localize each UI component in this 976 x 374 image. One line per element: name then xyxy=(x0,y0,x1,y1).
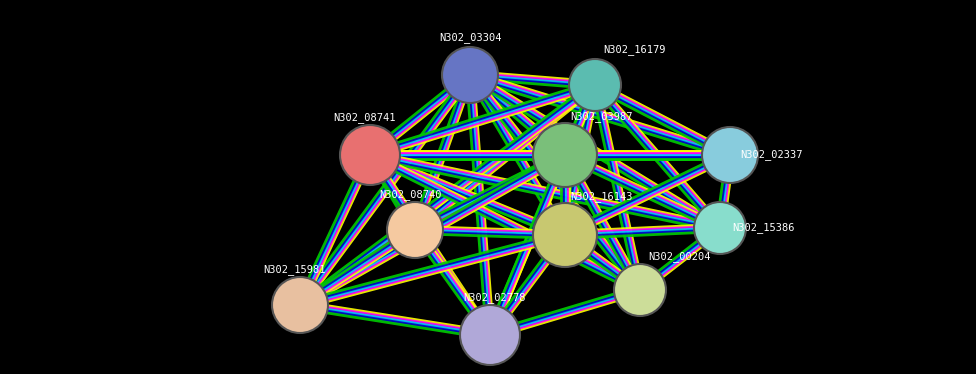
Text: N302_15981: N302_15981 xyxy=(264,264,326,275)
Circle shape xyxy=(442,47,498,103)
Text: N302_08741: N302_08741 xyxy=(334,112,396,123)
Text: N302_03304: N302_03304 xyxy=(439,32,502,43)
Text: N302_00204: N302_00204 xyxy=(648,251,711,262)
Text: N302_02778: N302_02778 xyxy=(464,292,526,303)
Text: N302_02337: N302_02337 xyxy=(740,150,802,160)
Circle shape xyxy=(340,125,400,185)
Circle shape xyxy=(387,202,443,258)
Text: N302_08740: N302_08740 xyxy=(379,189,441,200)
Text: N302_15386: N302_15386 xyxy=(732,223,794,233)
Circle shape xyxy=(702,127,758,183)
Circle shape xyxy=(533,203,597,267)
Text: N302_16143: N302_16143 xyxy=(570,191,632,202)
Text: N302_03987: N302_03987 xyxy=(570,111,632,122)
Circle shape xyxy=(533,123,597,187)
Circle shape xyxy=(460,305,520,365)
Circle shape xyxy=(272,277,328,333)
Text: N302_16179: N302_16179 xyxy=(603,44,666,55)
Circle shape xyxy=(569,59,621,111)
Circle shape xyxy=(614,264,666,316)
Circle shape xyxy=(694,202,746,254)
